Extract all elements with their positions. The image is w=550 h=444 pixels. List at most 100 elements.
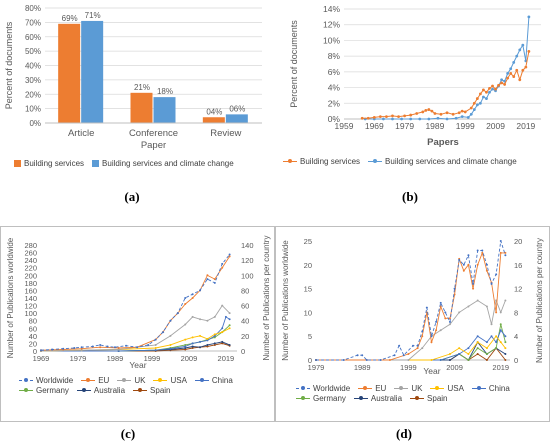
y-tick-label: 10% [25, 105, 41, 114]
data-point [495, 341, 498, 344]
legend-label: Germany [313, 393, 346, 403]
data-point [499, 240, 502, 242]
legend-item: Building services [14, 158, 84, 168]
data-point [436, 116, 440, 120]
data-point [504, 299, 507, 302]
legend-item: USA [430, 383, 464, 393]
data-point [495, 311, 498, 314]
x-tick-label: 1989 [425, 121, 444, 131]
data-point [485, 269, 488, 272]
data-point [221, 266, 224, 269]
data-point [184, 345, 187, 348]
data-point [51, 348, 54, 351]
bar-data-label: 69% [62, 14, 78, 23]
data-point [515, 54, 519, 58]
data-point [113, 346, 116, 349]
legend-label: Building services and climate change [102, 158, 234, 168]
y-tick-label: 10% [323, 35, 340, 45]
chart-b-svg: 0% 2% 4% 6% 8% 10% 12% 14% 1959 1969 1979 1989 1999 2… [289, 4, 541, 148]
legend-marker [24, 377, 28, 382]
bar [130, 92, 153, 123]
data-point [527, 50, 531, 53]
legend-marker [399, 385, 404, 390]
data-point [221, 342, 224, 345]
legend-label: Worldwide [36, 375, 74, 385]
data-point [421, 110, 425, 114]
y-tick-label: 100 [24, 309, 37, 318]
data-point [458, 353, 461, 356]
data-point [495, 335, 498, 338]
x-tick-label: Article [68, 128, 94, 139]
x-axis-label: Papers [427, 137, 459, 148]
data-point [117, 348, 120, 351]
y-tick-label: 50% [25, 47, 41, 56]
data-point [136, 346, 139, 349]
legend-line [283, 158, 297, 163]
data-point [430, 109, 434, 113]
x-tick-label: 2019 [492, 363, 509, 372]
data-point [472, 101, 476, 105]
data-point [184, 303, 187, 306]
x-tick-label: 2009 [446, 363, 463, 372]
y-tick-label: 8% [328, 51, 341, 61]
data-point [512, 61, 516, 64]
data-point [499, 341, 502, 344]
data-point [490, 335, 493, 338]
data-point [213, 334, 216, 337]
x-tick-label: 1979 [308, 363, 325, 372]
panel-label-c: (c) [120, 426, 136, 441]
data-point [213, 336, 216, 339]
data-point [169, 334, 172, 337]
y-tick-label: 2% [328, 98, 341, 108]
data-point [467, 347, 470, 350]
data-point [454, 116, 458, 120]
y-axis-label: Percent of documents [289, 20, 299, 108]
bar [225, 114, 248, 123]
series-line [316, 298, 506, 361]
panel-label-a: (a) [124, 189, 140, 204]
data-point [460, 115, 464, 119]
legend-marker [415, 395, 420, 400]
panel-d: 0 5 10 15 20 25 0 4 8 12 16 20 1979 1989 1999 2009 2019 Y… [275, 226, 550, 422]
data-point [106, 345, 109, 348]
data-point [147, 343, 150, 346]
data-point [472, 287, 475, 290]
legend-line [133, 387, 148, 392]
data-point [360, 116, 364, 120]
data-point [184, 338, 187, 341]
data-point [228, 312, 231, 315]
data-point [221, 340, 224, 343]
data-point [476, 341, 479, 344]
data-point [366, 116, 370, 120]
data-point [228, 255, 231, 258]
data-point [361, 354, 364, 357]
data-point [497, 83, 500, 87]
data-point [488, 86, 491, 90]
data-point [206, 274, 209, 277]
y-tick-label: 30% [25, 76, 41, 85]
legend-line [81, 377, 96, 382]
x-tick-label: 1969 [33, 354, 50, 363]
legend-line [296, 395, 310, 400]
legend-item: Building services and climate change [368, 156, 517, 166]
data-point [494, 87, 497, 91]
data-point [485, 90, 488, 94]
data-point [421, 347, 424, 350]
data-point [491, 87, 494, 91]
legend-label: Australia [93, 385, 126, 395]
y-tick-label: 15 [304, 285, 312, 294]
y-tick-label: 280 [24, 241, 37, 250]
y-tick-label: 60 [29, 324, 37, 333]
data-point [191, 346, 194, 349]
data-point [439, 301, 442, 304]
data-point [481, 249, 484, 252]
legend-marker [122, 377, 127, 382]
legend-item: Worldwide [19, 375, 73, 385]
data-point [416, 347, 419, 350]
data-point [448, 323, 451, 326]
data-point [504, 341, 507, 344]
data-point [421, 335, 424, 338]
data-point [407, 353, 410, 356]
y-right-tick-label: 80 [241, 286, 249, 295]
data-point [191, 293, 194, 296]
